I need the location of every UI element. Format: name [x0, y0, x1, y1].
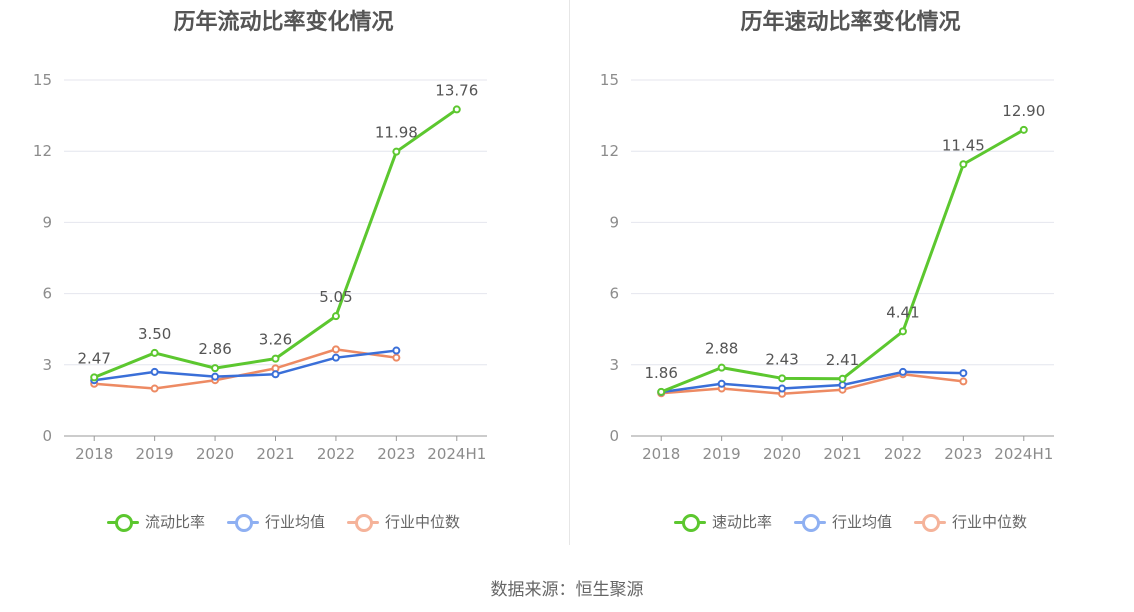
- data-point: [90, 373, 99, 382]
- legend-label: 行业均值: [264, 513, 325, 531]
- y-tick-label: 3: [42, 356, 52, 374]
- data-source-note: 数据来源：恒生聚源: [490, 580, 644, 600]
- x-tick-label: 2021: [256, 445, 294, 463]
- legend-label: 行业均值: [831, 513, 892, 531]
- legend-label: 流动比率: [144, 513, 205, 531]
- x-tick-label: 2018: [75, 445, 113, 463]
- legend-label: 行业中位数: [385, 513, 461, 531]
- legend-item-current-ratio[interactable]: 流动比率: [106, 511, 205, 532]
- y-tick-label: 12: [600, 142, 619, 160]
- data-point: [211, 372, 220, 381]
- data-label: 12.90: [1002, 102, 1045, 120]
- data-point: [331, 312, 340, 321]
- x-tick-label: 2020: [763, 445, 801, 463]
- x-tick-label: 2019: [136, 445, 174, 463]
- y-tick-label: 15: [600, 71, 619, 89]
- data-label: 4.41: [886, 303, 919, 321]
- data-point: [959, 369, 968, 378]
- data-point: [778, 384, 787, 393]
- data-label: 2.41: [826, 351, 859, 369]
- data-label: 3.50: [138, 325, 171, 343]
- y-tick-label: 9: [609, 213, 619, 231]
- chart-title: 历年速动比率变化情况: [740, 10, 961, 35]
- chart-plot-quick-ratio: 0 3 6 9 12 15 2018 2019 2020 2021 2022 2023 2024H1 1.…: [600, 71, 1054, 463]
- x-tick-label: 2024H1: [427, 445, 486, 463]
- legend-item-industry-avg[interactable]: 行业均值: [793, 511, 892, 532]
- series-line: [661, 373, 964, 396]
- chart-plot-current-ratio: 0 3 6 9 12 15 2018 2019 2020 2021 2022 2023 2024H1 2.…: [33, 71, 487, 463]
- x-tick-label: 2022: [317, 445, 355, 463]
- data-point: [150, 367, 159, 376]
- x-tick-label: 2022: [884, 445, 922, 463]
- data-point: [778, 374, 787, 383]
- legend: 速动比率 行业均值 行业中位数: [567, 511, 1134, 532]
- y-tick-label: 0: [609, 427, 619, 445]
- data-point: [1019, 125, 1028, 134]
- chart-title: 历年流动比率变化情况: [173, 10, 394, 35]
- data-point: [838, 374, 847, 383]
- legend: 流动比率 行业均值 行业中位数: [0, 511, 567, 532]
- data-label: 13.76: [435, 81, 478, 99]
- x-tick-label: 2023: [944, 445, 982, 463]
- legend-item-industry-median[interactable]: 行业中位数: [914, 511, 1027, 532]
- legend-line-marker-icon: [914, 512, 946, 532]
- data-point: [717, 363, 726, 372]
- data-point: [717, 379, 726, 388]
- data-label: 1.86: [645, 364, 678, 382]
- x-tick-label: 2019: [703, 445, 741, 463]
- legend-line-marker-icon: [347, 512, 379, 532]
- data-point: [271, 370, 280, 379]
- data-point: [211, 364, 220, 373]
- series-line: [94, 349, 397, 382]
- data-label: 11.45: [942, 136, 985, 154]
- data-point: [392, 147, 401, 156]
- y-tick-label: 3: [609, 356, 619, 374]
- data-point: [331, 345, 340, 354]
- y-tick-label: 6: [609, 285, 619, 303]
- data-label: 3.26: [259, 331, 292, 349]
- data-point: [150, 384, 159, 393]
- legend-item-industry-avg[interactable]: 行业均值: [226, 511, 325, 532]
- data-point: [838, 380, 847, 389]
- legend-label: 速动比率: [711, 513, 772, 531]
- chart-panel-current-ratio: 历年流动比率变化情况 0 3 6 9 12 15 2018 2019 2020 2021 2022 2…: [0, 0, 567, 560]
- x-tick-label: 2018: [642, 445, 680, 463]
- data-label: 5.05: [319, 288, 352, 306]
- chart-panel-quick-ratio: 历年速动比率变化情况 0 3 6 9 12 15 2018 2019 2020 2021 2022 2…: [567, 0, 1134, 560]
- data-point: [898, 327, 907, 336]
- legend-item-industry-median[interactable]: 行业中位数: [347, 511, 460, 532]
- legend-item-quick-ratio[interactable]: 速动比率: [673, 511, 772, 532]
- legend-line-marker-icon: [673, 512, 706, 532]
- legend-line-marker-icon: [226, 512, 259, 532]
- data-point: [452, 105, 461, 114]
- data-point: [898, 367, 907, 376]
- legend-line-marker-icon: [793, 512, 826, 532]
- panel-divider: [569, 0, 570, 545]
- data-label: 2.88: [705, 340, 738, 358]
- data-label: 2.43: [765, 350, 798, 368]
- x-tick-label: 2024H1: [994, 445, 1053, 463]
- y-tick-label: 6: [42, 285, 52, 303]
- data-label: 2.47: [78, 349, 111, 367]
- data-label: 2.86: [198, 340, 231, 358]
- data-point: [392, 346, 401, 355]
- y-tick-label: 15: [33, 71, 52, 89]
- data-label: 11.98: [375, 124, 418, 142]
- x-tick-label: 2023: [377, 445, 415, 463]
- y-tick-label: 12: [33, 142, 52, 160]
- data-point: [331, 353, 340, 362]
- y-tick-label: 0: [42, 427, 52, 445]
- data-point: [150, 348, 159, 357]
- data-point: [392, 353, 401, 362]
- data-point: [959, 377, 968, 386]
- legend-line-marker-icon: [106, 512, 139, 532]
- x-tick-label: 2021: [823, 445, 861, 463]
- y-tick-label: 9: [42, 213, 52, 231]
- x-tick-label: 2020: [196, 445, 234, 463]
- data-point: [959, 160, 968, 169]
- series-line: [661, 370, 964, 394]
- legend-label: 行业中位数: [952, 513, 1028, 531]
- data-point: [271, 354, 280, 363]
- data-point: [657, 387, 666, 396]
